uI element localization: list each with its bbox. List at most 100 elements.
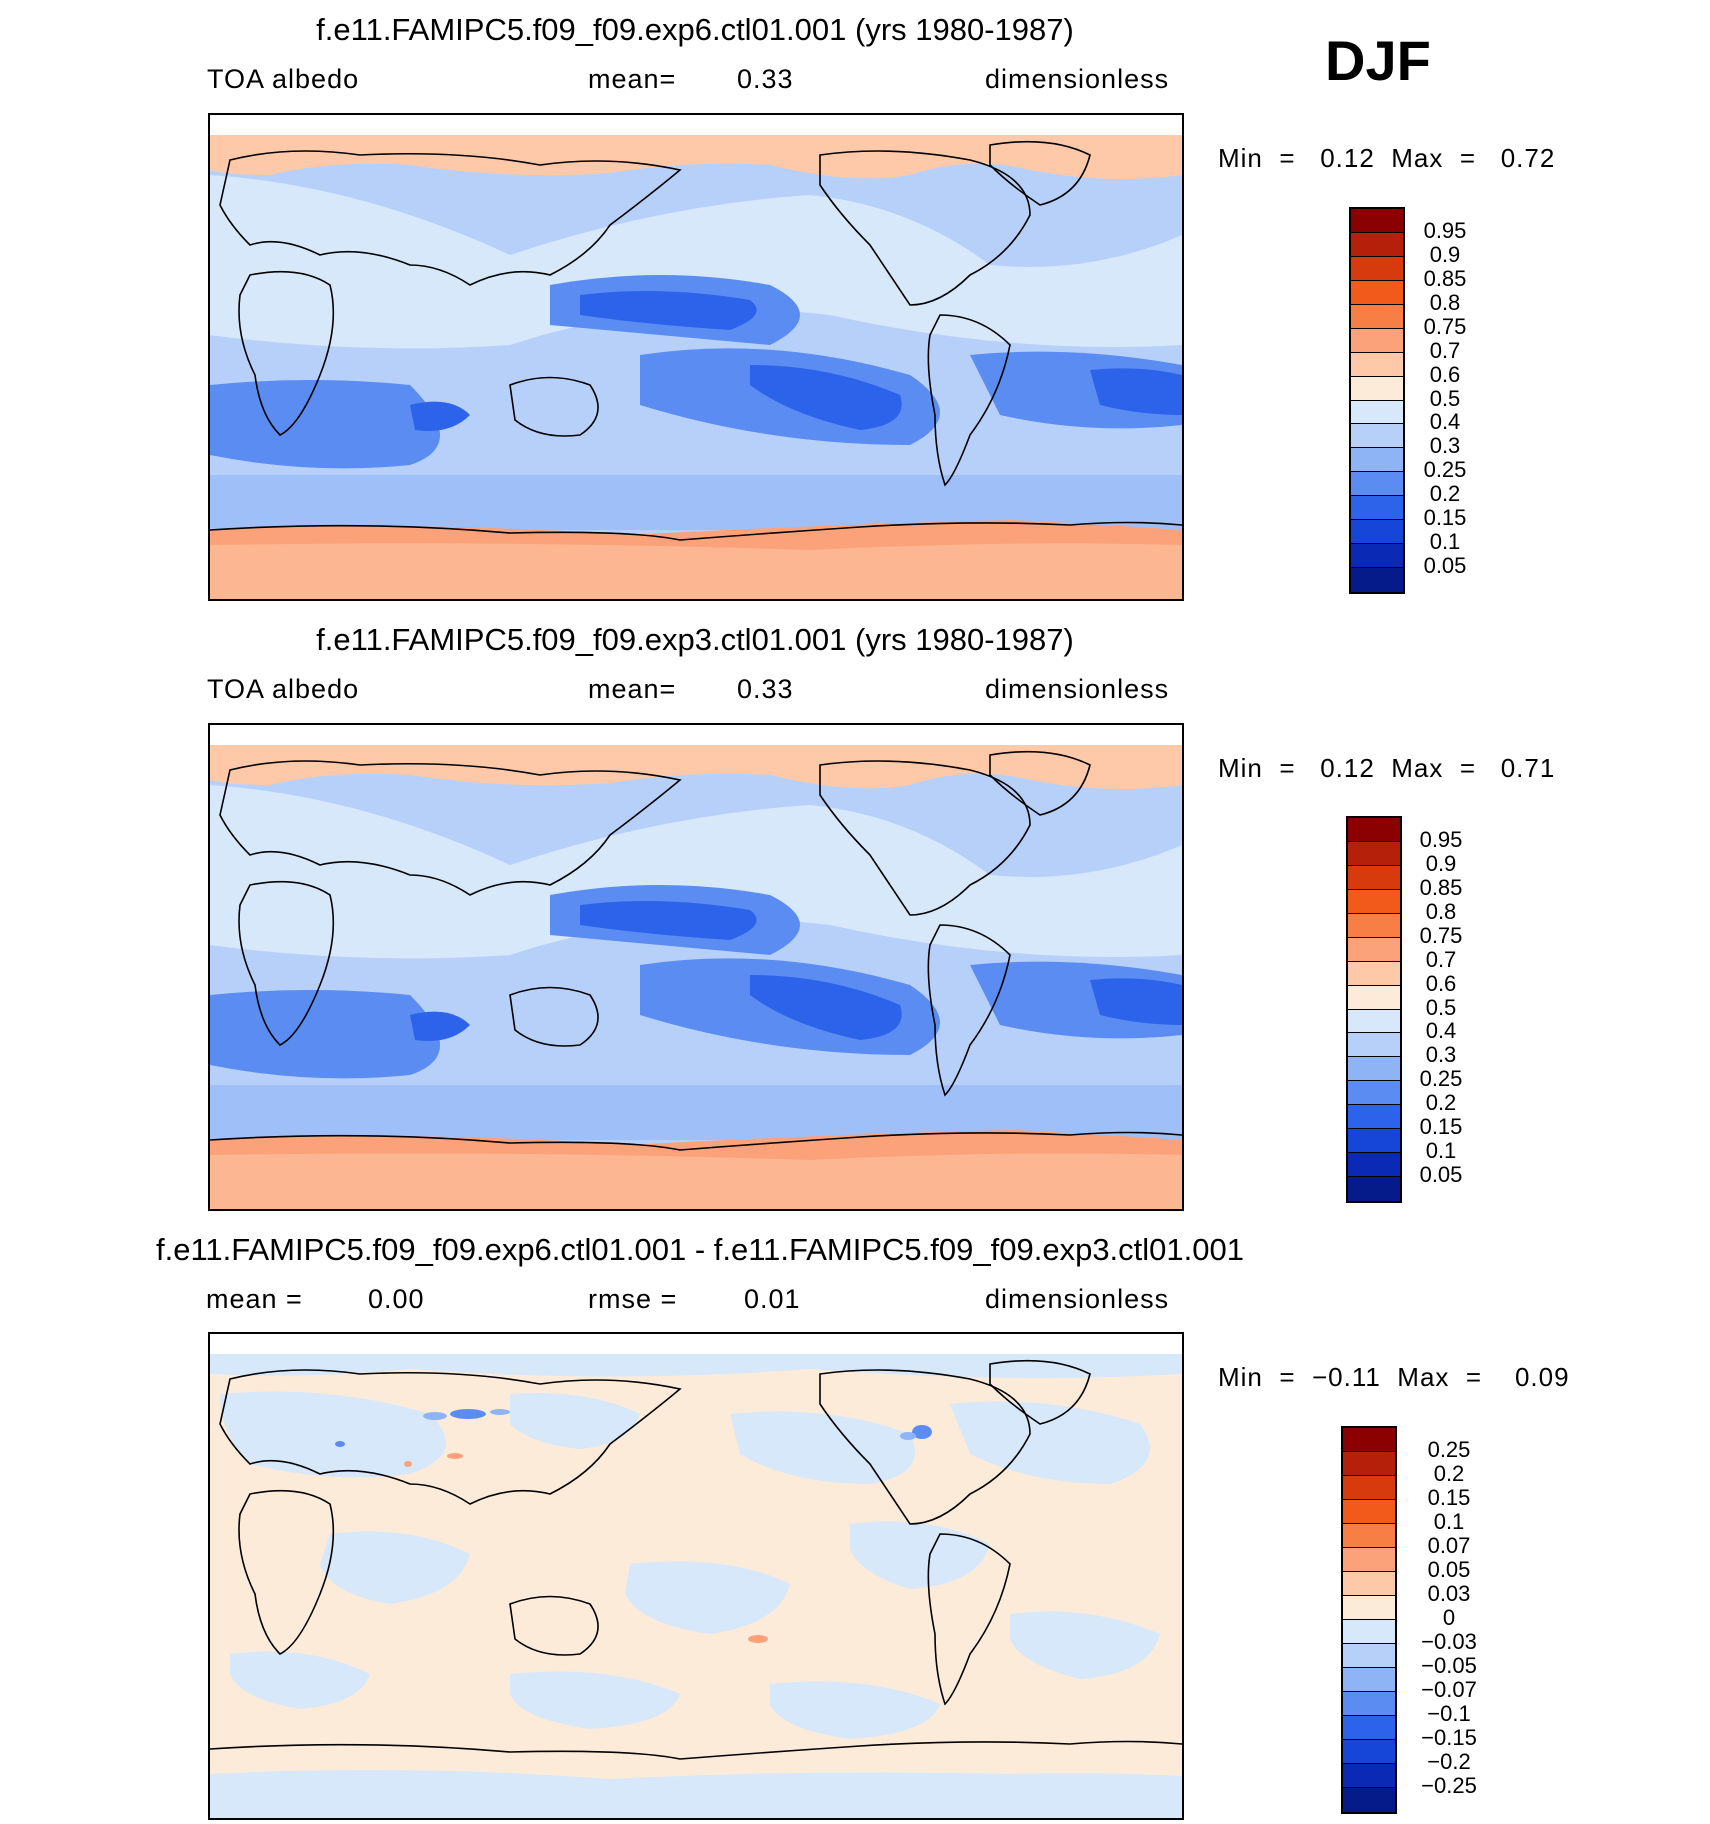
colorbar-swatch — [1351, 520, 1403, 545]
colorbar-swatch — [1343, 1500, 1395, 1524]
panel-1-map-graphic — [210, 115, 1182, 599]
colorbar-tick-label: 0.8 — [1429, 289, 1461, 315]
colorbar-tick-label: 0.03 — [1427, 1581, 1471, 1606]
panel-1-min-label: Min = — [1218, 143, 1296, 173]
colorbar-swatch — [1351, 280, 1403, 305]
colorbar-swatch — [1343, 1692, 1395, 1716]
colorbar-swatch — [1343, 1644, 1395, 1668]
colorbar-swatch — [1351, 496, 1403, 521]
colorbar-swatch — [1351, 256, 1403, 281]
colorbar-tick-label: 0.05 — [1419, 1162, 1463, 1188]
panel-1-variable-label: TOA albedo — [207, 64, 360, 94]
colorbar-tick-label: 0.25 — [1427, 1437, 1471, 1462]
panel-1-minmax: Min = 0.12 Max = 0.72 — [1218, 143, 1555, 174]
colorbar-swatch — [1343, 1740, 1395, 1764]
panel-3-colorbar-labels: 0.25 0.2 0.15 0.1 0.07 0.05 0.03 0 −0.03 −0.05 −0.… — [1404, 1426, 1494, 1814]
colorbar-swatch — [1351, 472, 1403, 497]
panel-1-min-value: 0.12 — [1320, 143, 1375, 173]
colorbar-swatch — [1348, 937, 1400, 962]
colorbar-tick-label: 0.1 — [1425, 1138, 1457, 1164]
colorbar-swatch — [1351, 232, 1403, 257]
colorbar-swatch — [1351, 424, 1403, 449]
colorbar-tick-label: −0.05 — [1421, 1653, 1477, 1678]
panel-1-colorbar — [1349, 207, 1405, 594]
colorbar-tick-label: 0.07 — [1427, 1533, 1471, 1558]
colorbar-tick-label: 0.05 — [1427, 1557, 1471, 1582]
panel-3-colorbar — [1341, 1426, 1397, 1814]
colorbar-swatch — [1343, 1596, 1395, 1620]
colorbar-tick-label: −0.2 — [1427, 1749, 1471, 1774]
colorbar-swatch — [1351, 448, 1403, 473]
colorbar-tick-label: 0.2 — [1429, 481, 1461, 507]
panel-1-colorbar-labels: 0.95 0.9 0.85 0.8 0.75 0.7 0.6 0.5 0.4 0.3 0.25 0.2… — [1400, 207, 1490, 594]
colorbar-swatch — [1348, 1129, 1400, 1154]
panel-1-mean-value: 0.33 — [737, 64, 794, 94]
panel-1-title: f.e11.FAMIPC5.f09_f09.exp6.ctl01.001 (yr… — [316, 12, 1074, 47]
panel-1-mean-label: mean= — [588, 64, 677, 94]
colorbar-swatch — [1343, 1668, 1395, 1692]
colorbar-swatch — [1343, 1788, 1395, 1812]
colorbar-swatch — [1351, 209, 1403, 233]
colorbar-swatch — [1348, 1105, 1400, 1130]
colorbar-swatch — [1351, 376, 1403, 401]
panel-3-units-label: dimensionless — [985, 1284, 1170, 1314]
colorbar-swatch — [1351, 544, 1403, 569]
panel-2-mean-value: 0.33 — [737, 674, 794, 704]
colorbar-swatch — [1348, 865, 1400, 890]
colorbar-swatch — [1348, 913, 1400, 938]
colorbar-tick-label: −0.25 — [1421, 1773, 1477, 1798]
panel-2-min-value: 0.12 — [1320, 753, 1375, 783]
colorbar-tick-label: 0.2 — [1433, 1461, 1465, 1486]
colorbar-tick-label: 0.85 — [1423, 265, 1467, 291]
colorbar-swatch — [1343, 1572, 1395, 1596]
colorbar-tick-label: 0.15 — [1419, 1114, 1463, 1140]
panel-1-units-label: dimensionless — [985, 64, 1170, 94]
colorbar-swatch — [1348, 889, 1400, 914]
colorbar-swatch — [1348, 985, 1400, 1010]
panel-1-map — [208, 113, 1184, 601]
colorbar-tick-label: 0.5 — [1425, 994, 1457, 1020]
panel-3-rmse-label: rmse = — [588, 1284, 678, 1314]
colorbar-tick-label: 0.1 — [1433, 1509, 1465, 1534]
colorbar-tick-label: −0.03 — [1421, 1629, 1477, 1654]
panel-2-units-label: dimensionless — [985, 674, 1170, 704]
colorbar-tick-label: 0.75 — [1423, 313, 1467, 339]
colorbar-swatch — [1348, 1057, 1400, 1082]
panel-1-max-label: Max = — [1391, 143, 1477, 173]
colorbar-tick-label: 0.4 — [1429, 409, 1461, 435]
colorbar-swatch — [1348, 818, 1400, 842]
colorbar-swatch — [1351, 568, 1403, 592]
panel-3-max-label: Max = — [1397, 1362, 1483, 1392]
colorbar-swatch — [1343, 1764, 1395, 1788]
colorbar-tick-label: 0.75 — [1419, 922, 1463, 948]
panel-3-min-value: −0.11 — [1311, 1362, 1381, 1392]
colorbar-tick-label: 0.6 — [1425, 970, 1457, 996]
panel-2-map-graphic — [210, 725, 1182, 1209]
panel-3-min-label: Min = — [1218, 1362, 1296, 1392]
panel-2-variable-label: TOA albedo — [207, 674, 360, 704]
colorbar-swatch — [1343, 1716, 1395, 1740]
colorbar-tick-label: −0.07 — [1421, 1677, 1477, 1702]
colorbar-tick-label: 0.6 — [1429, 361, 1461, 387]
colorbar-tick-label: 0.1 — [1429, 529, 1461, 555]
colorbar-swatch — [1343, 1620, 1395, 1644]
colorbar-tick-label: 0.9 — [1425, 850, 1457, 876]
colorbar-swatch — [1348, 841, 1400, 866]
panel-3-max-value: 0.09 — [1514, 1362, 1570, 1392]
colorbar-tick-label: 0.25 — [1423, 457, 1467, 483]
colorbar-tick-label: 0.3 — [1429, 433, 1461, 459]
colorbar-swatch — [1351, 328, 1403, 353]
colorbar-swatch — [1343, 1548, 1395, 1572]
colorbar-tick-label: −0.15 — [1421, 1725, 1477, 1750]
panel-3-minmax: Min = −0.11 Max = 0.09 — [1218, 1362, 1570, 1393]
colorbar-tick-label: 0.5 — [1429, 385, 1461, 411]
colorbar-tick-label: 0.95 — [1423, 217, 1467, 243]
colorbar-swatch — [1351, 352, 1403, 377]
colorbar-tick-label: 0.25 — [1419, 1066, 1463, 1092]
colorbar-tick-label: 0.2 — [1425, 1090, 1457, 1116]
colorbar-tick-label: 0.7 — [1425, 946, 1457, 972]
colorbar-tick-label: 0.8 — [1425, 898, 1457, 924]
colorbar-tick-label: 0.4 — [1425, 1018, 1457, 1044]
colorbar-swatch — [1343, 1476, 1395, 1500]
panel-2-minmax: Min = 0.12 Max = 0.71 — [1218, 753, 1555, 784]
